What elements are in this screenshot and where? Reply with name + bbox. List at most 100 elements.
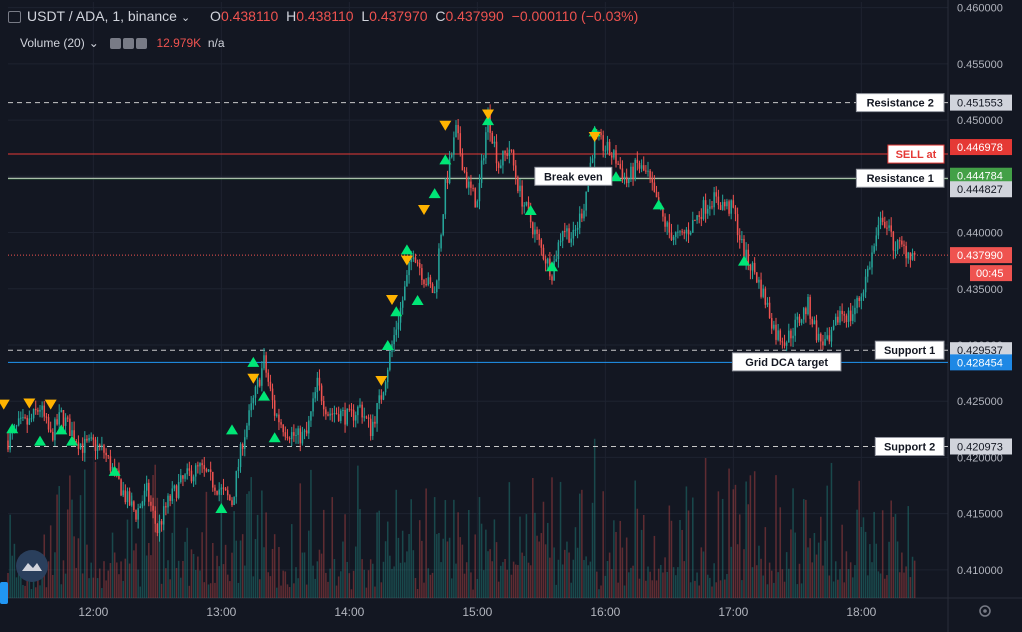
volume-bar xyxy=(459,537,462,598)
gear-icon[interactable] xyxy=(123,38,135,50)
volume-value: 12.979K xyxy=(156,36,202,50)
volume-bar xyxy=(271,548,274,598)
volume-bar xyxy=(352,570,355,598)
volume-bar xyxy=(749,475,752,598)
candle-body xyxy=(393,335,395,345)
volume-bar xyxy=(745,481,747,598)
candle-body xyxy=(721,202,724,210)
candle-body xyxy=(7,440,9,450)
volume-bar xyxy=(700,547,703,598)
volume-bar xyxy=(359,509,361,598)
chevron-down-icon[interactable]: ⌄ xyxy=(88,36,99,50)
volume-bar xyxy=(135,543,137,598)
level-label-box xyxy=(874,340,945,360)
candle-body xyxy=(229,495,231,501)
price-scale[interactable]: 0.4600000.4550000.4500000.4450000.440000… xyxy=(950,3,1012,577)
candle-body xyxy=(231,500,233,506)
candle-body xyxy=(551,276,553,281)
candle-body xyxy=(98,444,101,447)
volume-bar xyxy=(305,584,308,598)
candle-body xyxy=(130,501,133,506)
candle-body xyxy=(248,410,250,426)
candle-body xyxy=(832,325,835,330)
annotation-box xyxy=(534,166,613,186)
candle-body xyxy=(160,521,163,525)
volume-bar xyxy=(862,517,865,598)
price-label: 0.428454 xyxy=(950,354,1012,371)
volume-bar xyxy=(724,579,726,598)
volume-bar xyxy=(98,568,101,598)
volume-bar xyxy=(683,561,686,598)
volume-bar xyxy=(276,587,278,598)
candle-body xyxy=(316,377,319,393)
candle-body xyxy=(811,318,814,325)
volume-bar xyxy=(487,551,489,598)
volume-label[interactable]: Volume (20) xyxy=(20,36,85,50)
volume-bar xyxy=(651,580,654,598)
annotation: Break even xyxy=(534,166,613,186)
volume-bar xyxy=(564,549,566,598)
candle-body xyxy=(768,302,771,319)
volume-bar xyxy=(220,487,223,598)
volume-bar xyxy=(822,565,824,598)
candle-body xyxy=(602,135,604,151)
time-scale[interactable]: 12:00 13:00 14:00 15:00 16:00 17:00 18:00 xyxy=(78,605,876,619)
candle-body xyxy=(346,408,348,425)
volume-bar xyxy=(133,550,135,598)
volume-bar xyxy=(75,567,78,598)
candle-body xyxy=(158,521,161,534)
buy-signal-triangle xyxy=(738,255,750,266)
price-label-box xyxy=(950,354,1012,371)
volume-bar xyxy=(617,582,619,598)
volume-bar xyxy=(139,586,142,598)
candle-body xyxy=(329,413,331,416)
candle-body xyxy=(544,259,547,264)
price-label: 0.446978 xyxy=(950,139,1012,156)
candle-body xyxy=(841,310,843,315)
settings-gear-icon[interactable] xyxy=(979,605,991,617)
volume-bar xyxy=(523,555,526,598)
candle-body xyxy=(207,469,210,472)
candle-body xyxy=(529,209,532,223)
scroll-left-handle[interactable] xyxy=(0,582,8,604)
volume-bar xyxy=(619,520,622,598)
volume-bar xyxy=(284,571,287,598)
level-label: Resistance 2 xyxy=(855,93,945,113)
logo-icon[interactable] xyxy=(16,550,48,582)
candle-body xyxy=(233,496,235,506)
candle-body xyxy=(839,310,841,323)
volume-bar xyxy=(150,555,152,598)
volume-bar xyxy=(482,570,485,598)
candle-body xyxy=(888,225,890,228)
candle-body xyxy=(702,200,705,219)
candle-body xyxy=(726,201,728,207)
volume-bar xyxy=(303,552,306,598)
volume-bar xyxy=(566,541,568,598)
volume-bar xyxy=(79,495,82,598)
volume-bar xyxy=(760,558,762,598)
chevron-down-icon[interactable]: ⌄ xyxy=(180,12,191,24)
candle-body xyxy=(184,474,186,479)
candle-body xyxy=(734,207,737,215)
volume-bar xyxy=(623,585,626,598)
volume-bar xyxy=(337,576,340,598)
volume-bar xyxy=(246,493,248,598)
collapse-icon[interactable] xyxy=(8,11,21,24)
volume-bar xyxy=(606,560,609,598)
candle-body xyxy=(630,166,632,179)
symbol-title[interactable]: USDT / ADA, 1, binance xyxy=(27,8,177,24)
level-label-text: Support 2 xyxy=(884,441,935,453)
candle-body xyxy=(785,342,788,346)
volume-bar xyxy=(357,465,359,598)
eye-icon[interactable] xyxy=(110,38,122,50)
candle-body xyxy=(517,177,519,192)
close-icon[interactable] xyxy=(136,38,148,50)
volume-bar xyxy=(399,562,402,598)
candle-body xyxy=(480,160,483,183)
price-label-box xyxy=(950,247,1012,264)
volume-bar xyxy=(587,565,590,598)
price-tick-label: 0.455000 xyxy=(957,59,1003,71)
volume-bar xyxy=(655,580,658,598)
candle-body xyxy=(715,192,718,197)
